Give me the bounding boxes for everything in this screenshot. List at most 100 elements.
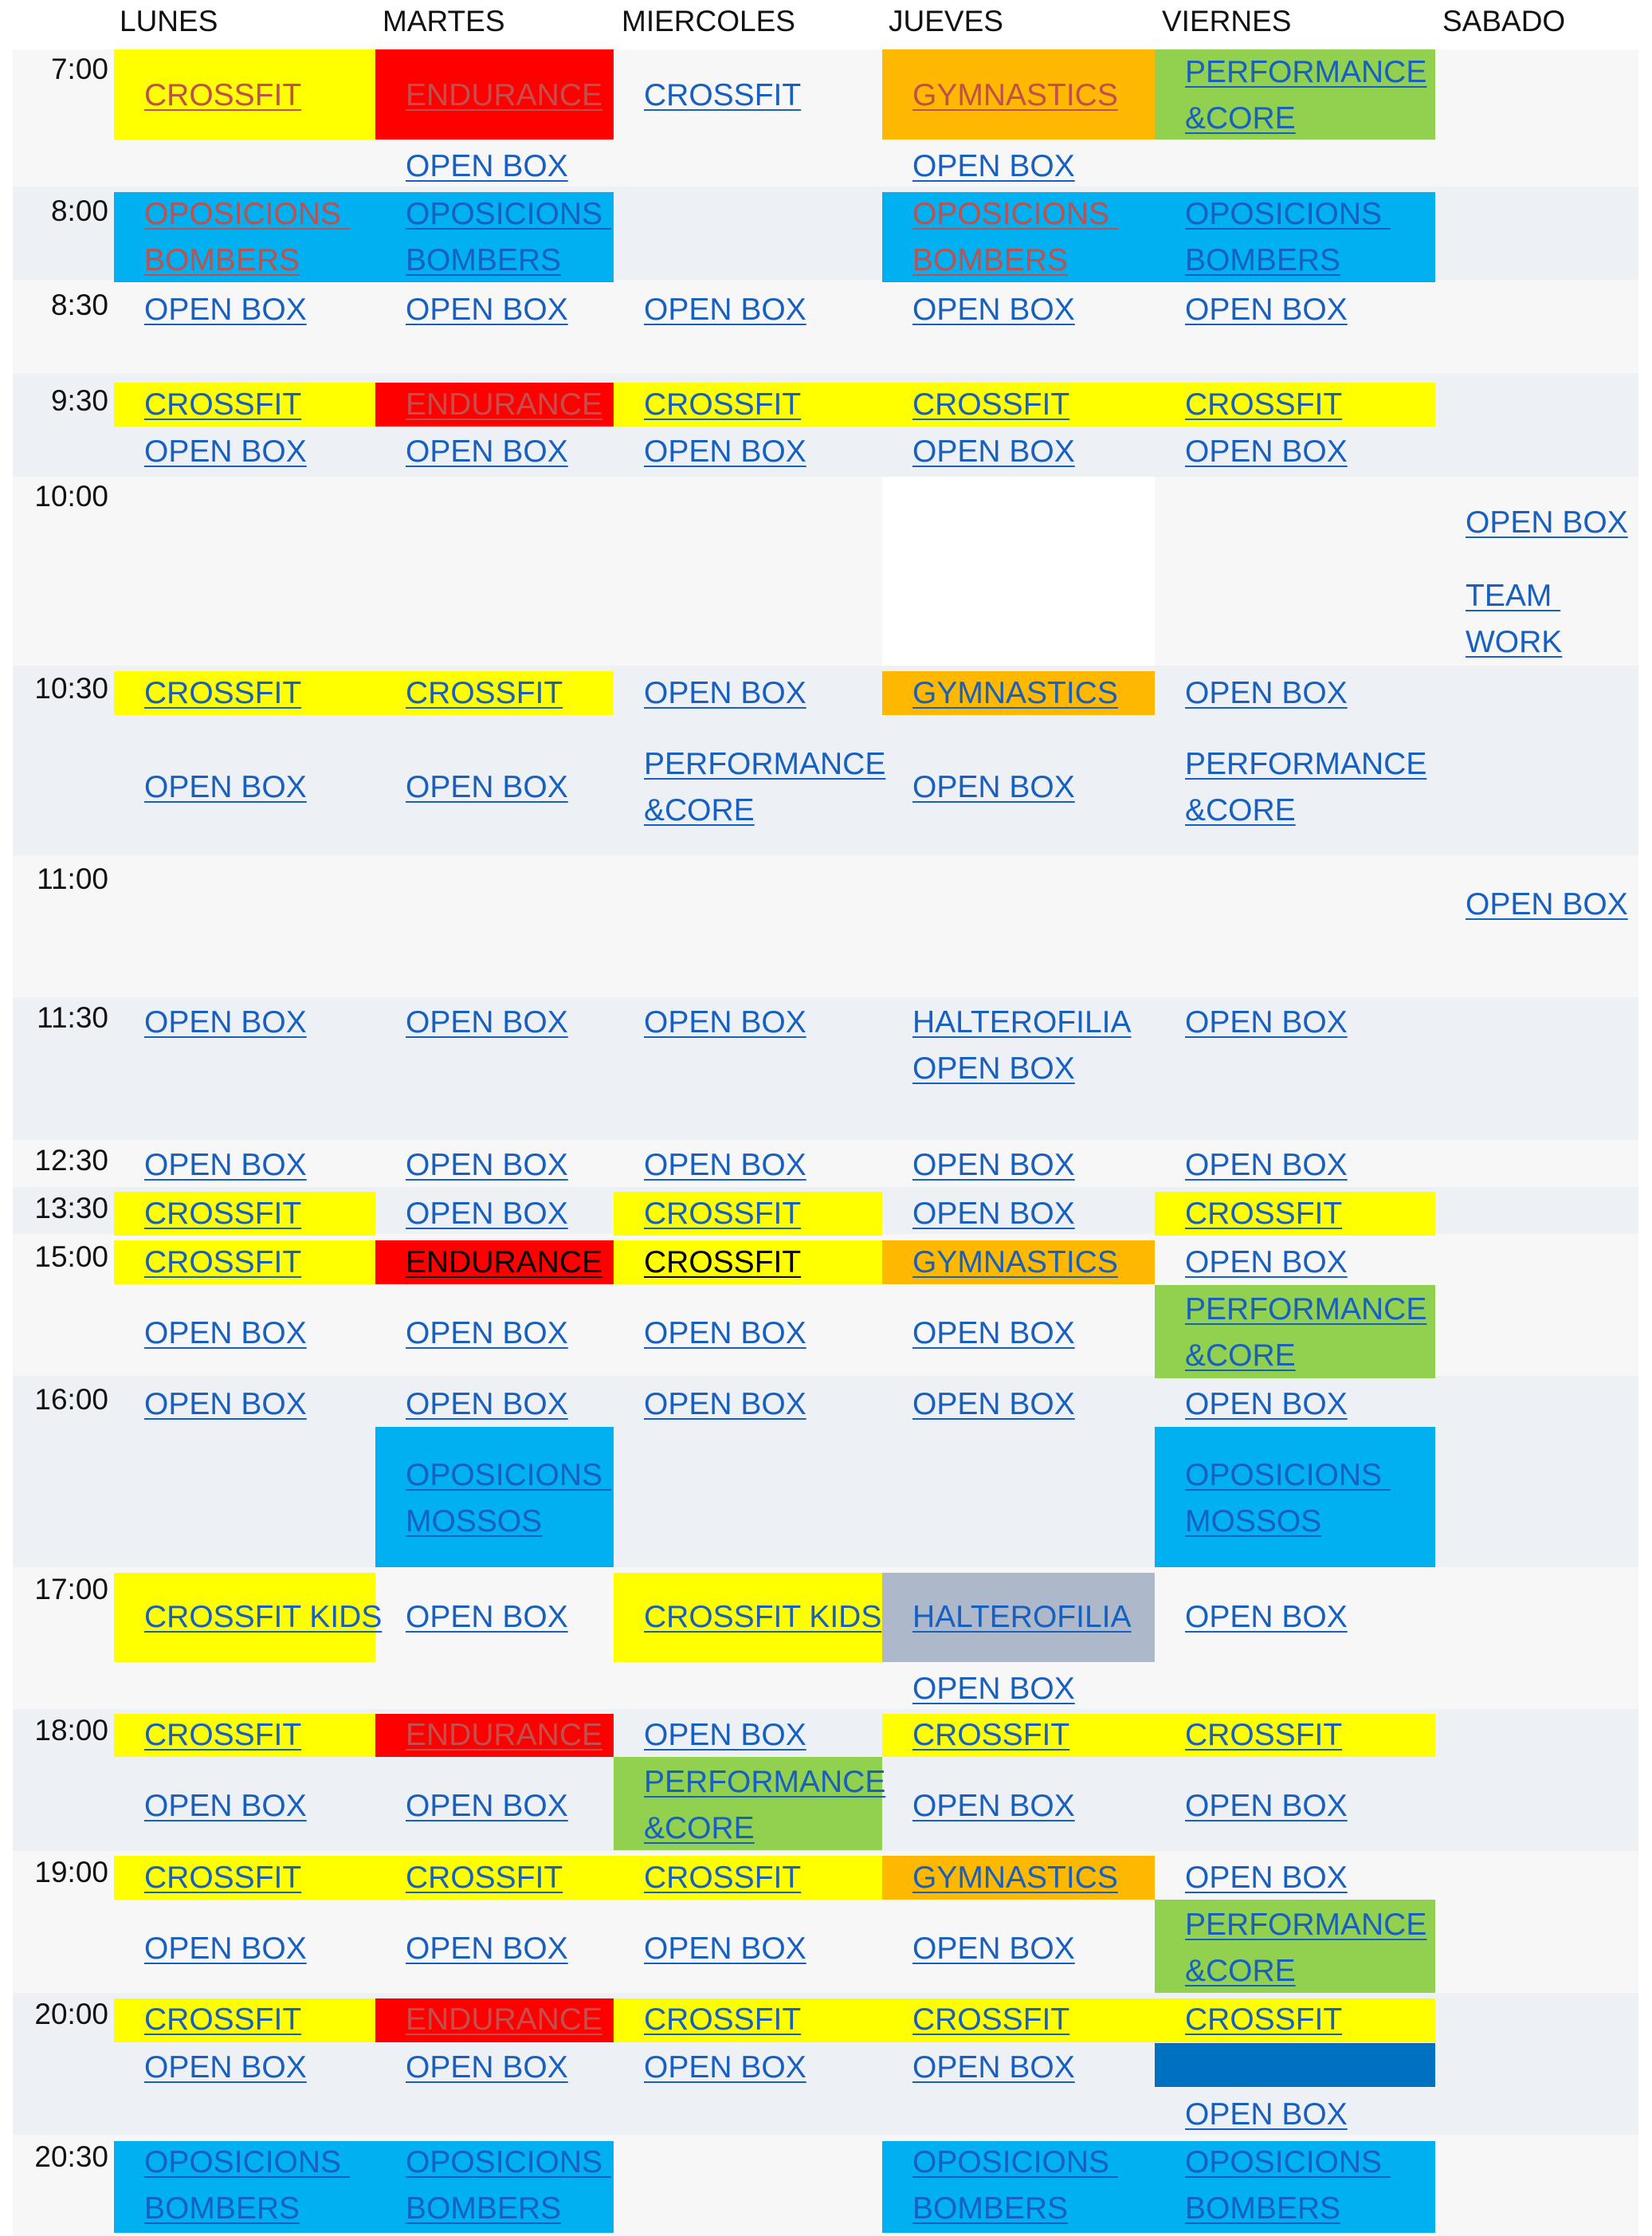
activity-link[interactable]: OPOSICIONS BOMBERS	[1185, 2145, 1383, 2226]
activity-link[interactable]: OPEN BOX	[144, 434, 307, 469]
activity-link[interactable]: OPEN BOX	[1185, 1387, 1348, 1421]
activity-link[interactable]: CROSSFIT KIDS	[644, 1600, 882, 1634]
activity-link[interactable]: OPEN BOX	[406, 2050, 568, 2085]
activity-link[interactable]: CROSSFIT	[644, 78, 802, 112]
activity-link[interactable]: CROSSFIT	[144, 78, 302, 112]
activity-link[interactable]: GYMNASTICS	[912, 1861, 1118, 1895]
activity-link[interactable]: CROSSFIT	[912, 2002, 1070, 2037]
activity-link[interactable]: OPEN BOX	[406, 1600, 568, 1634]
activity-link[interactable]: OPEN BOX	[144, 2050, 307, 2085]
activity-link[interactable]: TEAM WORK	[1466, 579, 1563, 659]
activity-link[interactable]: OPEN BOX	[406, 1197, 568, 1231]
activity-link[interactable]: OPEN BOX	[406, 293, 568, 327]
activity-link[interactable]: CROSSFIT	[644, 2002, 802, 2037]
activity-link[interactable]: OPEN BOX	[644, 1387, 806, 1421]
activity-link[interactable]: CROSSFIT	[912, 387, 1070, 422]
activity-link[interactable]: OPEN BOX	[144, 1148, 307, 1182]
activity-link[interactable]: OPOSICIONS MOSSOS	[1185, 1458, 1383, 1538]
activity-link[interactable]: OPEN BOX	[1185, 1600, 1348, 1634]
activity-link[interactable]: CROSSFIT	[1185, 1197, 1343, 1231]
activity-link[interactable]: OPEN BOX	[912, 770, 1075, 804]
activity-link[interactable]: CROSSFIT KIDS	[144, 1600, 383, 1634]
activity-link[interactable]: GYMNASTICS	[912, 676, 1118, 710]
activity-link[interactable]: OPEN BOX	[912, 1789, 1075, 1823]
activity-link[interactable]: OPEN BOX	[144, 1931, 307, 1966]
activity-link[interactable]: OPEN BOX	[644, 293, 806, 327]
activity-link[interactable]: OPEN BOX	[406, 1789, 568, 1823]
activity-link[interactable]: OPEN BOX	[644, 1931, 806, 1966]
activity-link[interactable]: OPEN BOX	[1185, 1005, 1348, 1039]
activity-link[interactable]: OPEN BOX	[406, 434, 568, 469]
activity-link[interactable]: CROSSFIT	[644, 387, 802, 422]
activity-link[interactable]: OPEN BOX	[406, 1148, 568, 1182]
activity-link[interactable]: OPEN BOX	[144, 1387, 307, 1421]
activity-link[interactable]: OPOSICIONS BOMBERS	[1185, 197, 1383, 277]
activity-link[interactable]: OPOSICIONS BOMBERS	[406, 2145, 603, 2226]
activity-link[interactable]: OPEN BOX	[644, 2050, 806, 2085]
activity-link[interactable]: OPEN BOX	[912, 1931, 1075, 1966]
activity-link[interactable]: CROSSFIT	[144, 676, 302, 710]
activity-link[interactable]: GYMNASTICS	[912, 1245, 1118, 1279]
activity-link[interactable]: OPOSICIONS BOMBERS	[406, 197, 603, 277]
activity-link[interactable]: OPEN BOX	[144, 1316, 307, 1350]
activity-link[interactable]: ENDURANCE	[406, 2002, 603, 2037]
activity-link[interactable]: OPEN BOX	[1466, 887, 1628, 922]
activity-link[interactable]: PERFORMANCE &CORE	[644, 747, 886, 827]
activity-link[interactable]: OPEN BOX	[644, 1718, 806, 1752]
activity-link[interactable]: CROSSFIT	[1185, 387, 1343, 422]
activity-link[interactable]: CROSSFIT	[144, 1861, 302, 1895]
activity-link[interactable]: OPEN BOX	[912, 1148, 1075, 1182]
activity-link[interactable]: GYMNASTICS	[912, 78, 1118, 112]
activity-link[interactable]: OPEN BOX	[1185, 1861, 1348, 1895]
activity-link[interactable]: CROSSFIT	[144, 1718, 302, 1752]
activity-link[interactable]: OPEN BOX	[644, 676, 806, 710]
activity-link[interactable]: OPEN BOX	[406, 770, 568, 804]
activity-link[interactable]: OPEN BOX	[912, 293, 1075, 327]
activity-link[interactable]: OPEN BOX	[406, 1931, 568, 1966]
activity-link[interactable]: PERFORMANCE &CORE	[1185, 747, 1427, 827]
activity-link[interactable]: OPEN BOX	[644, 1316, 806, 1350]
activity-link[interactable]: OPOSICIONS BOMBERS	[144, 197, 342, 277]
activity-link[interactable]: OPEN BOX	[1185, 1789, 1348, 1823]
activity-link[interactable]: OPEN BOX	[1185, 1148, 1348, 1182]
activity-link[interactable]: CROSSFIT	[1185, 1718, 1343, 1752]
activity-link[interactable]: OPEN BOX	[406, 1005, 568, 1039]
activity-link[interactable]: PERFORMANCE &CORE	[1185, 55, 1427, 136]
activity-link[interactable]: OPEN BOX	[912, 2050, 1075, 2085]
activity-link[interactable]: OPEN BOX	[144, 1789, 307, 1823]
activity-link[interactable]: CROSSFIT	[1185, 2002, 1343, 2037]
activity-link[interactable]: ENDURANCE	[406, 387, 603, 422]
activity-link[interactable]: OPEN BOX	[644, 434, 806, 469]
activity-link[interactable]: OPOSICIONS BOMBERS	[912, 2145, 1110, 2226]
activity-link[interactable]: CROSSFIT	[144, 387, 302, 422]
activity-link[interactable]: PERFORMANCE &CORE	[1185, 1908, 1427, 1988]
activity-link[interactable]: CROSSFIT	[144, 2002, 302, 2037]
activity-link[interactable]: OPEN BOX	[1185, 2097, 1348, 2132]
activity-link[interactable]: OPEN BOX	[912, 1672, 1075, 1706]
activity-link[interactable]: OPEN BOX	[144, 1005, 307, 1039]
activity-link[interactable]: OPOSICIONS BOMBERS	[144, 2145, 342, 2226]
activity-link[interactable]: HALTEROFILIA	[912, 1600, 1132, 1634]
activity-link[interactable]: OPEN BOX	[644, 1148, 806, 1182]
activity-link[interactable]: OPEN BOX	[406, 149, 568, 183]
activity-link[interactable]: OPEN BOX	[1185, 434, 1348, 469]
activity-link[interactable]: OPEN BOX	[144, 293, 307, 327]
activity-link[interactable]: OPEN BOX	[1185, 676, 1348, 710]
activity-link[interactable]: CROSSFIT	[912, 1718, 1070, 1752]
activity-link[interactable]: OPEN BOX	[1466, 505, 1628, 540]
activity-link[interactable]: OPEN BOX	[912, 434, 1075, 469]
activity-link[interactable]: OPEN BOX	[1185, 293, 1348, 327]
activity-link[interactable]: PERFORMANCE &CORE	[1185, 1292, 1427, 1373]
activity-link[interactable]: CROSSFIT	[644, 1861, 802, 1895]
activity-link[interactable]: OPEN BOX	[406, 1316, 568, 1350]
activity-link[interactable]: CROSSFIT	[144, 1197, 302, 1231]
activity-link[interactable]: OPEN BOX	[1185, 1245, 1348, 1279]
activity-link[interactable]: CROSSFIT	[644, 1197, 802, 1231]
activity-link[interactable]: CROSSFIT	[144, 1245, 302, 1279]
activity-link[interactable]: OPEN BOX	[406, 1387, 568, 1421]
activity-link[interactable]: PERFORMANCE &CORE	[644, 1765, 886, 1845]
activity-link[interactable]: ENDURANCE	[406, 1718, 603, 1752]
activity-link[interactable]: OPEN BOX	[912, 149, 1075, 183]
activity-link[interactable]: OPEN BOX	[144, 770, 307, 804]
activity-link[interactable]: OPEN BOX	[912, 1197, 1075, 1231]
